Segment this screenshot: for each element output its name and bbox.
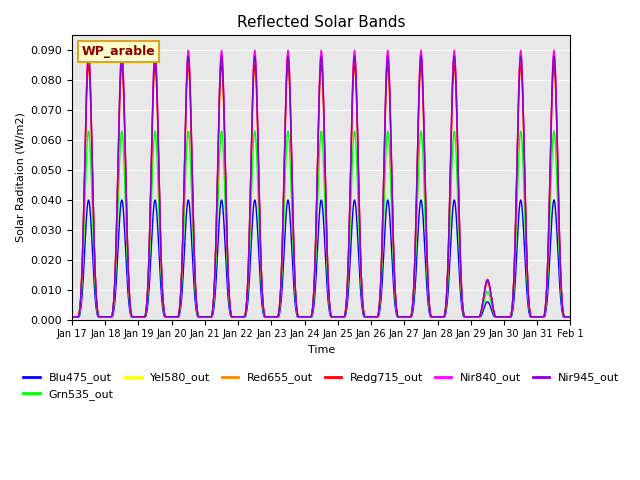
Nir945_out xyxy=(207,314,215,320)
Yel580_out xyxy=(335,314,343,320)
Grn535_out xyxy=(207,314,215,320)
Grn535_out xyxy=(466,314,474,320)
Nir840_out xyxy=(536,314,544,320)
X-axis label: Time: Time xyxy=(308,345,335,355)
Nir840_out xyxy=(207,314,215,320)
Grn535_out xyxy=(84,128,92,134)
Red655_out xyxy=(566,314,574,320)
Blu475_out xyxy=(346,256,354,262)
Line: Yel580_out: Yel580_out xyxy=(72,68,570,317)
Redg715_out xyxy=(566,314,574,320)
Nir840_out xyxy=(84,48,92,53)
Redg715_out xyxy=(84,62,92,68)
Blu475_out xyxy=(566,314,574,320)
Grn535_out xyxy=(68,314,76,320)
Red655_out xyxy=(68,314,76,320)
Nir945_out xyxy=(346,183,354,189)
Blu475_out xyxy=(335,314,343,320)
Grn535_out xyxy=(566,314,574,320)
Nir840_out xyxy=(466,314,474,320)
Red655_out xyxy=(346,182,354,188)
Yel580_out xyxy=(207,314,215,320)
Nir840_out xyxy=(523,245,531,251)
Red655_out xyxy=(335,314,343,320)
Nir945_out xyxy=(335,314,343,320)
Redg715_out xyxy=(466,314,474,320)
Redg715_out xyxy=(536,314,544,320)
Yel580_out xyxy=(523,250,531,256)
Nir945_out xyxy=(84,54,92,60)
Nir840_out xyxy=(68,314,76,320)
Red655_out xyxy=(84,50,92,56)
Blu475_out xyxy=(466,314,474,320)
Nir945_out xyxy=(466,314,474,320)
Line: Red655_out: Red655_out xyxy=(72,53,570,317)
Blu475_out xyxy=(536,314,544,320)
Yel580_out xyxy=(536,314,544,320)
Yel580_out xyxy=(84,65,92,71)
Blu475_out xyxy=(523,285,531,291)
Yel580_out xyxy=(68,314,76,320)
Grn535_out xyxy=(346,221,354,227)
Blu475_out xyxy=(68,314,76,320)
Line: Nir840_out: Nir840_out xyxy=(72,50,570,317)
Redg715_out xyxy=(346,188,354,193)
Text: WP_arable: WP_arable xyxy=(82,45,156,58)
Yel580_out xyxy=(566,314,574,320)
Redg715_out xyxy=(207,314,215,320)
Nir945_out xyxy=(523,247,531,253)
Legend: Blu475_out, Grn535_out, Yel580_out, Red655_out, Redg715_out, Nir840_out, Nir945_: Blu475_out, Grn535_out, Yel580_out, Red6… xyxy=(19,368,624,404)
Yel580_out xyxy=(346,190,354,195)
Nir840_out xyxy=(335,314,343,320)
Blu475_out xyxy=(84,197,92,203)
Nir840_out xyxy=(346,180,354,186)
Nir945_out xyxy=(68,314,76,320)
Red655_out xyxy=(523,246,531,252)
Nir945_out xyxy=(536,314,544,320)
Nir840_out xyxy=(566,314,574,320)
Yel580_out xyxy=(466,314,474,320)
Redg715_out xyxy=(68,314,76,320)
Red655_out xyxy=(466,314,474,320)
Grn535_out xyxy=(523,267,531,273)
Line: Redg715_out: Redg715_out xyxy=(72,65,570,317)
Blu475_out xyxy=(207,314,215,320)
Grn535_out xyxy=(536,314,544,320)
Line: Grn535_out: Grn535_out xyxy=(72,131,570,317)
Red655_out xyxy=(207,314,215,320)
Title: Reflected Solar Bands: Reflected Solar Bands xyxy=(237,15,406,30)
Red655_out xyxy=(536,314,544,320)
Y-axis label: Solar Raditaion (W/m2): Solar Raditaion (W/m2) xyxy=(15,113,25,242)
Line: Blu475_out: Blu475_out xyxy=(72,200,570,317)
Redg715_out xyxy=(523,250,531,255)
Nir945_out xyxy=(566,314,574,320)
Line: Nir945_out: Nir945_out xyxy=(72,57,570,317)
Redg715_out xyxy=(335,314,343,320)
Grn535_out xyxy=(335,314,343,320)
